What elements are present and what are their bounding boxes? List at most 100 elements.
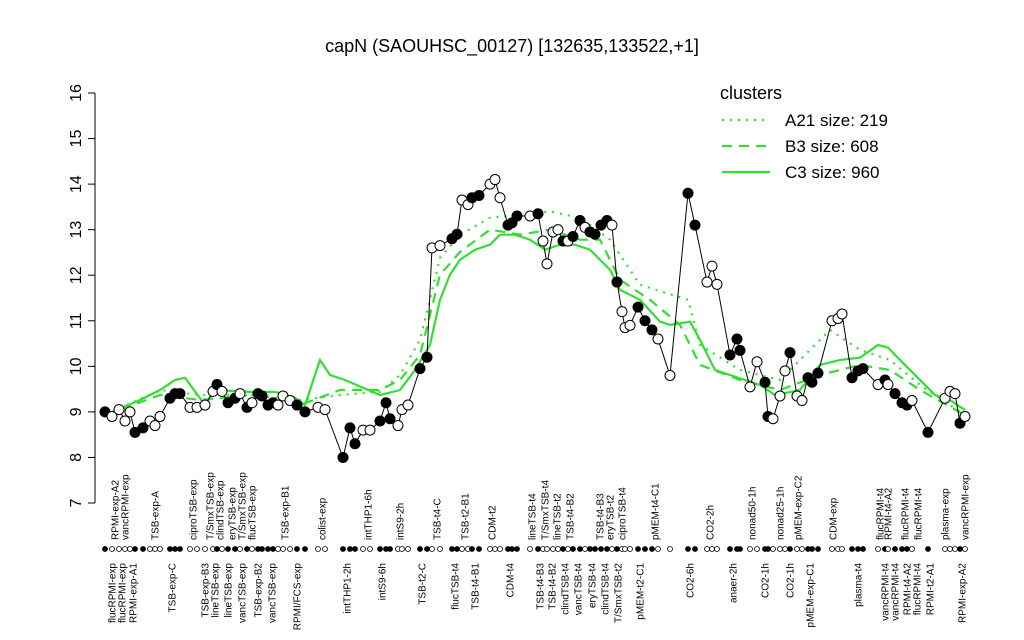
- data-point: [689, 219, 701, 231]
- rug-point: [509, 546, 515, 552]
- rug-point: [152, 546, 158, 552]
- x-label-top: vancRPMI-exp: [961, 474, 972, 540]
- rug-point: [280, 546, 286, 552]
- x-label-top: ciproTSB-exp: [189, 479, 200, 540]
- y-tick-label: 16: [68, 84, 85, 102]
- data-point: [632, 301, 644, 313]
- legend-label: C3 size: 960: [785, 163, 880, 182]
- y-tick-label: 13: [68, 221, 85, 239]
- rug-point: [787, 546, 793, 552]
- rug-point: [747, 546, 753, 552]
- x-label-top: TSB-t2-B1: [461, 493, 472, 540]
- x-label-bottom: RPMI-exp-A2: [958, 563, 969, 623]
- x-label-bottom: clindTSB-t4: [601, 563, 612, 615]
- x-label-bottom: vancTSB-t4: [574, 563, 585, 616]
- y-tick-label: 10: [68, 357, 85, 375]
- data-point: [682, 187, 694, 199]
- data-point: [836, 308, 848, 320]
- rug-point: [122, 546, 128, 552]
- rug-point: [387, 546, 393, 552]
- cluster-line: [104, 233, 966, 417]
- x-label-top: CO2-2h: [706, 505, 717, 540]
- rug-point: [727, 546, 733, 552]
- rug-point: [754, 546, 760, 552]
- legend-label: B3 size: 608: [785, 137, 879, 156]
- rug-point: [627, 546, 633, 552]
- x-label-bottom: TSB-exp-C: [168, 563, 179, 612]
- x-label-bottom: lineTSB-exp: [211, 563, 222, 618]
- x-label-top: RPMI-t4-A2: [884, 487, 895, 540]
- data-point: [299, 406, 311, 418]
- x-label-bottom: CO2-6h: [686, 563, 697, 598]
- data-point: [724, 349, 736, 361]
- rug-point: [570, 546, 576, 552]
- rug-point: [614, 546, 620, 552]
- data-point: [812, 367, 824, 379]
- rug-point: [214, 546, 220, 552]
- data-point: [774, 390, 786, 402]
- rug-point: [225, 546, 231, 552]
- rug-point: [685, 546, 691, 552]
- rug-point: [172, 546, 178, 552]
- data-point: [511, 210, 523, 222]
- rug-point: [237, 546, 243, 552]
- y-tick-label: 7: [68, 498, 85, 507]
- rug-point: [219, 546, 225, 552]
- rug-point: [582, 546, 588, 552]
- x-label-bottom: eryTSB-t4: [588, 563, 599, 608]
- x-label-top: T/SmxTSB-exp: [206, 472, 217, 540]
- data-point: [806, 376, 818, 388]
- rug-point: [904, 546, 910, 552]
- rug-point: [429, 546, 435, 552]
- rug-point: [667, 546, 673, 552]
- x-label-bottom: intTHP1-2h: [343, 563, 354, 614]
- data-point: [541, 258, 553, 270]
- rug-point: [815, 546, 821, 552]
- rug-point: [609, 546, 615, 552]
- data-point: [537, 235, 549, 247]
- rug-point: [770, 546, 776, 552]
- rug-point: [649, 546, 655, 552]
- x-label-bottom: TSB-t4-B3: [536, 563, 547, 610]
- x-label-top: flucRPMI-t4: [876, 487, 887, 540]
- x-label-bottom: clindTSB-t4: [561, 563, 572, 615]
- data-point: [744, 381, 756, 393]
- rug-point: [202, 546, 208, 552]
- data-point: [349, 438, 361, 450]
- rug-point: [417, 546, 423, 552]
- data-point: [611, 276, 623, 288]
- y-tick-label: 14: [68, 175, 85, 193]
- rug-point: [265, 546, 271, 552]
- rug-point: [294, 546, 300, 552]
- y-tick-label: 11: [68, 312, 85, 329]
- x-label-bottom: pMEM-t2-C1: [636, 563, 647, 620]
- x-label-top: flucRPMI-t4: [901, 487, 912, 540]
- x-label-top: T/SmxTSB-t4: [541, 480, 552, 540]
- x-label-bottom: pMEM-exp-C1: [806, 563, 817, 628]
- x-label-bottom: lineTSB-exp: [224, 563, 235, 618]
- data-point: [174, 388, 186, 400]
- rug-point: [187, 546, 193, 552]
- rug-point: [487, 546, 493, 552]
- rug-point: [469, 546, 475, 552]
- rug-point: [565, 546, 571, 552]
- rug-point: [322, 546, 328, 552]
- rug-point: [514, 546, 520, 552]
- x-label-top: lineTSB-t2: [553, 493, 564, 540]
- rug-point: [885, 546, 891, 552]
- x-label-top: CDM-t2: [488, 505, 499, 540]
- rug-point: [399, 546, 405, 552]
- x-label-bottom: RPMI-t4-A2: [903, 563, 914, 616]
- data-point: [246, 397, 258, 409]
- rug-point: [962, 546, 968, 552]
- rug-point: [550, 546, 556, 552]
- x-label-bottom: anaer-2h: [729, 563, 740, 603]
- rug-point: [367, 546, 373, 552]
- rug-point: [340, 546, 346, 552]
- rug-point: [642, 546, 648, 552]
- data-point: [451, 228, 463, 240]
- x-label-bottom: TSB-t2-C: [418, 563, 429, 605]
- rug-point: [799, 546, 805, 552]
- data-point: [337, 451, 349, 463]
- y-tick-label: 15: [68, 130, 85, 148]
